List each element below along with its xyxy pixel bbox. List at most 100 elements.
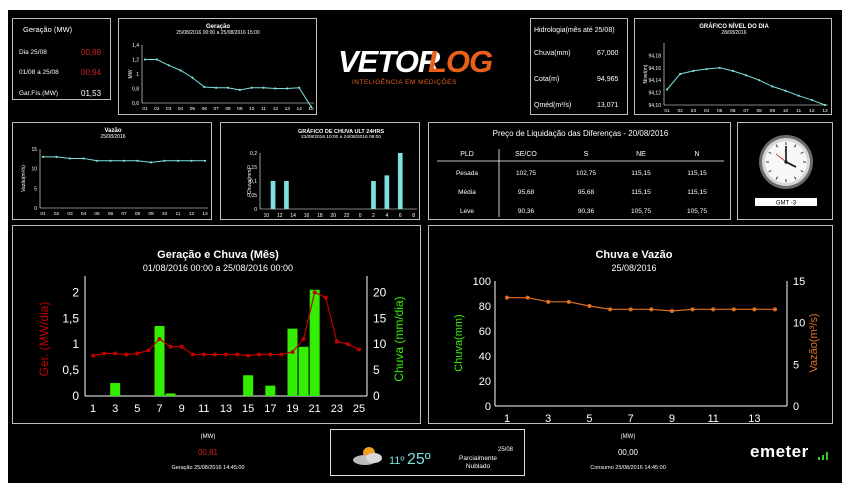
hydro-row-value: 94,965	[597, 76, 619, 83]
x-tick-label: 05	[717, 108, 723, 114]
svg-text:VETOR: VETOR	[338, 44, 441, 79]
clock-tick	[768, 170, 772, 173]
x-tick-label: 04	[178, 106, 184, 112]
flow-point	[690, 307, 695, 312]
dashboard-screen: Geração (MW) Dia 25/08 00,89 01/08 a 25/08…	[8, 10, 842, 483]
generation-point	[301, 337, 306, 341]
x-tick-label: 13	[822, 108, 828, 114]
data-point	[784, 89, 787, 92]
rain-bar	[371, 181, 376, 209]
clock-tick	[800, 151, 804, 154]
chart-title: GRÁFICO NÍVEL DO DIA	[699, 22, 769, 30]
x-tick-label: 12	[277, 213, 283, 219]
x-tick-label: 4	[385, 213, 388, 219]
x-tick-label: 10	[264, 213, 270, 219]
y-tick-label: 1	[72, 337, 79, 351]
data-point	[143, 58, 147, 61]
x-tick-label: 12	[273, 106, 279, 112]
hydro-row-value: 67,000	[597, 50, 619, 57]
signal-icon	[818, 452, 828, 460]
hydrology-panel: Hidrologia(mês até 25/08) Chuva(mm) 67,00…	[530, 18, 628, 115]
footer-consumption-unit: (MW)	[620, 434, 636, 440]
summary-row-label: 01/08 a 25/08	[19, 69, 59, 76]
clock-tick	[794, 144, 797, 148]
y-tick-label: 94,14	[648, 78, 661, 84]
x-tick-label: 07	[743, 108, 749, 114]
y2-axis-label: Vazão(m³/s)	[808, 313, 820, 372]
weather-condition-line2: Nublado	[466, 463, 491, 470]
pld-cell: Leve	[460, 208, 474, 215]
generation-summary-panel: Geração (MW) Dia 25/08 00,89 01/08 a 25/08…	[12, 18, 111, 100]
x-tick-label: 10	[249, 106, 255, 112]
data-point	[810, 98, 813, 102]
x-tick-label: 14	[296, 106, 302, 112]
y-tick-label: 0,5	[62, 363, 79, 377]
x-tick-label: 03	[166, 106, 172, 112]
data-point	[797, 94, 800, 97]
x-tick-label: 01	[664, 108, 670, 114]
x-tick-label: 03	[67, 211, 73, 217]
generation-point	[135, 351, 140, 356]
data-point	[692, 69, 695, 72]
data-point	[679, 72, 682, 76]
pld-cell: 115,15	[631, 189, 651, 196]
y-axis-label: Vazão(m³/s)	[21, 165, 27, 192]
rain-bar	[309, 289, 320, 396]
x-tick-label: 18	[317, 213, 323, 219]
flow-point	[649, 307, 654, 312]
y-tick-label: 1	[136, 72, 139, 78]
rain-bar	[270, 181, 276, 209]
data-point	[191, 76, 194, 79]
summary-title: Geração (MW)	[23, 25, 73, 34]
data-point	[309, 105, 313, 108]
y-axis-label: MW	[128, 69, 134, 78]
x-tick-label: 11	[261, 106, 266, 112]
hydro-row-label: Cota(m)	[534, 76, 560, 83]
clock-second-hand	[775, 153, 787, 163]
temp-max: 25º	[407, 451, 431, 468]
flow-point	[525, 295, 530, 300]
hydro-row-label: Chuva(mm)	[534, 50, 571, 57]
chart-title: GRÁFICO DE CHUVA ULT 24HRS	[298, 128, 384, 135]
pld-cell: Pesada	[456, 170, 478, 177]
pld-header-cell: N	[694, 151, 699, 158]
chart-subtitle: 01/08/2016 00:00 a 25/08/2016 00:00	[143, 263, 293, 273]
data-point	[179, 69, 182, 72]
flow-line	[507, 297, 775, 312]
flow-point	[628, 307, 633, 312]
series-line	[666, 67, 826, 106]
data-point	[203, 85, 206, 89]
y2-axis-label: Chuva (mm/dia)	[392, 296, 406, 381]
rain-bar	[298, 346, 309, 396]
x-tick-label: 03	[691, 108, 697, 114]
x-tick-label: 1	[504, 413, 510, 425]
data-point	[82, 157, 85, 160]
flow-point	[546, 299, 551, 304]
y-tick-label: 0,6	[132, 101, 139, 107]
x-tick-label: 10	[162, 211, 168, 217]
x-tick-label: 09	[770, 108, 776, 114]
generation-point	[190, 352, 195, 357]
x-tick-label: 6	[399, 213, 402, 219]
y-tick-label: 0,8	[132, 87, 139, 93]
y2-tick-label: 15	[373, 311, 387, 325]
x-tick-label: 13	[202, 211, 208, 217]
data-point	[136, 159, 139, 162]
clock-tick	[775, 144, 778, 148]
data-point	[731, 69, 734, 72]
generation-point	[357, 347, 361, 352]
data-point	[250, 86, 253, 89]
generation-point	[312, 290, 317, 295]
emeter-logo: emeter	[750, 442, 828, 462]
logo-subtitle: INTELIGÊNCIA EM MEDIÇÕES	[352, 77, 457, 86]
y-axis-label: Chuva(mm)	[453, 314, 465, 371]
clock-tick	[800, 170, 804, 173]
rain-bar	[265, 385, 276, 396]
weather-panel: 11º 25º 25/08 Parcialmente Nublado	[330, 429, 525, 476]
x-tick-label: 06	[730, 108, 736, 114]
y-tick-label: 60	[479, 326, 491, 338]
monthly-generation-rain-chart: Geração e Chuva (Mês) 01/08/2016 00:00 a …	[37, 249, 406, 415]
summary-row-label: Gar.Fís.(MW)	[19, 90, 58, 97]
flow-point	[711, 307, 716, 312]
vetorlog-logo: VETOR LOG INTELIGÊNCIA EM MEDIÇÕES	[336, 42, 494, 92]
